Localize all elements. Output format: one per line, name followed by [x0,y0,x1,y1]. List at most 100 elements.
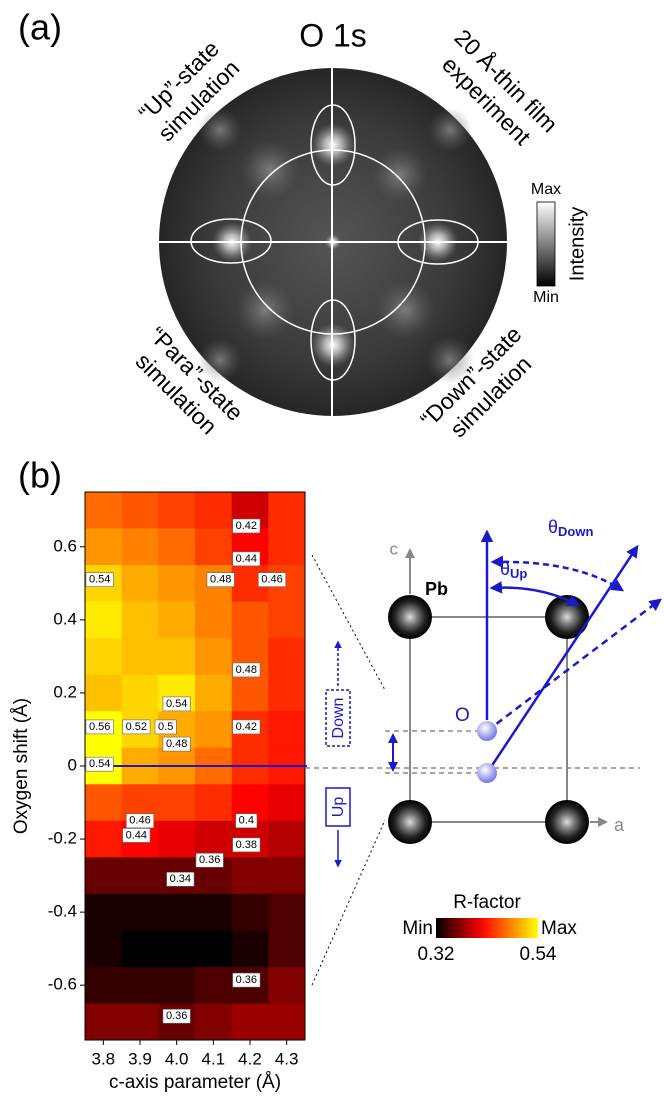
contour-label-box [235,813,258,829]
contour-label-box [195,852,224,868]
contour-label-box [162,1008,191,1024]
colorbar-label: R-factor [453,892,521,913]
contour-label-box [85,756,114,772]
heat-cell [195,820,233,858]
contour-label-text: 0.44 [126,829,147,841]
heat-cell [231,893,269,931]
heat-cell [158,820,196,858]
heat-cell [85,492,123,530]
heat-cell [195,893,233,931]
heat-cell [195,601,233,639]
contour-label-box [232,518,261,534]
contour-label-box [162,696,191,712]
contour-label: 0.42 [232,719,261,735]
heat-cell [121,638,159,676]
x-tick-label: 3.8 [92,1049,116,1068]
heat-cell [121,601,159,639]
heat-cell [195,638,233,676]
direction-label: Up [330,797,347,818]
contour-label-box [206,572,235,587]
heat-cell [121,492,159,530]
contour-label-box [232,719,261,735]
contour-label: 0.52 [122,719,151,735]
heat-cell [268,711,306,749]
colorbar-max: Max [541,918,577,939]
contour-label: 0.34 [166,871,195,887]
y-tick-label: 0.4 [53,609,77,628]
contour-label-box [232,551,261,567]
heat-cell [85,601,123,639]
heat-cell [121,1003,159,1041]
y-tick-label: 0.2 [53,682,77,701]
heat-cell [268,674,306,712]
heat-cell [268,528,306,566]
contour-label: 0.46 [125,813,155,829]
angle-label: θDown [548,517,593,540]
heat-cell [195,711,233,749]
contour-label-text: 0.54 [89,758,110,770]
heat-cell [121,966,159,1004]
heat-cell [85,966,123,1004]
heat-cell [85,638,123,676]
heat-cell [85,820,123,858]
heat-cell [268,930,306,968]
heat-cell [268,1003,306,1041]
x-tick-label: 4.1 [202,1049,226,1068]
heatmap: 0.42 0.44 0.48 0.46 0.54 0.48 0.54 0.56 0.52 0.5 0… [80,491,307,1045]
contour-label-text: 0.54 [89,574,110,586]
contour-label-box [257,572,287,587]
diffraction-pattern [155,66,510,420]
heat-cell [195,930,233,968]
contour-label-box [232,972,261,988]
y-axis-label: Oxygen shift (Å) [11,698,32,834]
contour-label: 0.54 [85,756,114,772]
contour-label-box [166,871,195,887]
contour-label-box [122,719,151,735]
colorbar-min: Min [402,918,433,939]
heat-cell [158,784,196,822]
x-tick-label: 4.3 [275,1049,299,1068]
contour-label: 0.42 [232,518,261,534]
angle-subscript: Down [558,524,593,539]
heat-cell [268,492,306,530]
heat-cell [121,674,159,712]
x-tick-label: 3.9 [128,1049,152,1068]
angle-label: θUp [500,559,527,582]
angle-symbol: θ [548,517,558,537]
contour-label-text: 0.42 [236,520,257,532]
heat-cell [85,674,123,712]
contour-label-box [125,813,155,829]
heat-cell [121,893,159,931]
x-tick-label: 4.2 [238,1049,262,1068]
heat-cell [158,492,196,530]
angle-subscript: Up [510,566,527,581]
contour-label: 0.56 [85,719,114,735]
y-tick-label: -0.4 [48,902,77,921]
heat-cell [158,966,196,1004]
heat-cell [158,893,196,931]
heat-cell [158,930,196,968]
contour-label-box [85,572,114,587]
heat-cell [268,820,306,858]
heat-cell [158,528,196,566]
intensity-colorbar [536,201,556,287]
heat-cell [121,565,159,603]
heat-cell [85,893,123,931]
contour-label-box [122,828,151,843]
contour-label: 0.44 [232,551,261,567]
contour-label-box [162,736,191,752]
panel-label: (a) [18,7,62,48]
contour-label: 0.46 [257,572,287,587]
heat-cell [158,638,196,676]
heat-cell [231,674,269,712]
heat-cell [85,1003,123,1041]
contour-label-text: 0.46 [129,815,150,827]
heat-cell [85,528,123,566]
contour-label-text: 0.42 [236,721,257,733]
heat-cell [195,1003,233,1041]
contour-label: 0.54 [85,572,114,587]
contour-label-text: 0.54 [166,698,187,710]
axis-a-label: a [614,815,625,835]
contour-label: 0.48 [232,662,261,678]
heat-cell [231,857,269,895]
